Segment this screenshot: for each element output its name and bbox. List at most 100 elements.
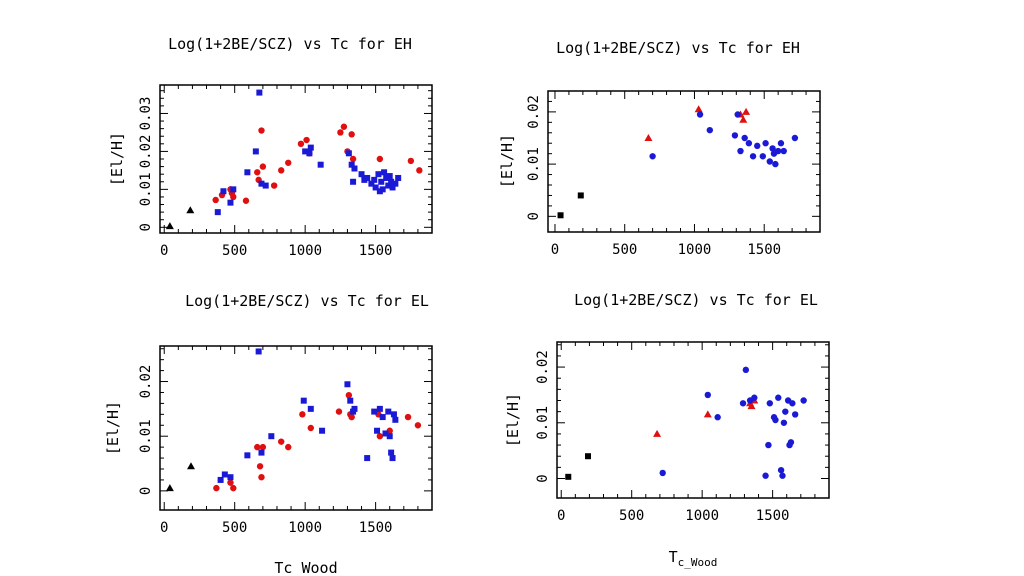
data-point-circle: [741, 134, 748, 142]
chart-title: Log(1+2BE/SCZ) vs Tc for EL: [574, 291, 818, 309]
data-point-circle: [765, 441, 772, 449]
data-point-square: [252, 148, 259, 155]
x-axis-label: Tc_Wood: [669, 548, 718, 569]
data-point-circle: [278, 438, 285, 445]
data-point-square: [368, 180, 375, 187]
data-point-square: [374, 427, 381, 434]
data-point-square: [364, 174, 371, 181]
y-tick-label: 0: [526, 212, 542, 220]
data-point-square: [217, 476, 224, 483]
data-point-square: [371, 408, 378, 415]
plot-frame: [547, 90, 821, 233]
data-point-triangle: [694, 105, 703, 113]
data-point-square: [220, 188, 227, 195]
data-point-square: [382, 430, 389, 437]
data-point-square: [379, 186, 386, 193]
y-axis-label: [El/H]: [104, 401, 122, 455]
chart-panel-1: Log(1+2BE/SCZ) vs Tc for EH 0 500 1000 1500 0…: [108, 35, 433, 259]
chart-panel-3: Log(1+2BE/SCZ) vs Tc for EL 0 500 1000 1500 0…: [104, 292, 433, 576]
data-point-square: [244, 169, 251, 176]
data-point-circle: [769, 145, 776, 152]
data-point-circle: [285, 159, 292, 166]
y-tick-label: 0.01: [526, 147, 542, 181]
data-point-circle: [772, 160, 779, 168]
data-point-square: [386, 173, 393, 180]
data-point-triangle: [165, 484, 174, 492]
data-point-circle: [780, 147, 787, 155]
data-point-circle: [212, 196, 219, 204]
data-point-circle: [775, 394, 782, 401]
y-tick-label: 0: [138, 487, 154, 495]
data-point-square: [214, 209, 221, 216]
data-point-triangle: [644, 134, 653, 141]
data-point-square: [347, 397, 354, 404]
data-point-square: [350, 178, 357, 185]
y-axis-label: [El/H]: [108, 132, 126, 186]
x-tick-label: 1500: [747, 242, 781, 258]
data-point-circle: [649, 153, 656, 160]
data-point-square: [585, 453, 592, 460]
data-point-circle: [348, 131, 355, 138]
data-point-circle: [749, 153, 757, 160]
data-point-circle: [259, 163, 267, 170]
x-tick-label: 1500: [359, 243, 393, 259]
data-point-square: [390, 411, 397, 418]
data-point-circle: [762, 140, 769, 147]
data-point-square: [392, 416, 399, 423]
data-point-triangle: [739, 115, 748, 123]
data-point-square: [378, 178, 385, 185]
data-point-circle: [340, 123, 348, 130]
data-point-circle: [777, 466, 785, 474]
data-point-circle: [759, 153, 767, 160]
chart-title: Log(1+2BE/SCZ) vs Tc for EL: [185, 292, 429, 310]
chart-title: Log(1+2BE/SCZ) vs Tc for EH: [168, 35, 412, 53]
data-point-square: [364, 455, 371, 462]
x-tick-label: 1000: [678, 242, 712, 258]
data-point-square: [255, 348, 262, 355]
data-point-circle: [789, 400, 796, 407]
data-point-circle: [376, 155, 384, 163]
data-point-square: [385, 408, 392, 415]
plot-frame: [556, 341, 830, 499]
data-point-square: [307, 405, 314, 412]
y-axis-label: [El/H]: [498, 134, 516, 188]
x-tick-label: 1500: [756, 508, 790, 524]
data-point-circle: [751, 394, 758, 401]
data-point-circle: [774, 147, 782, 155]
y-axis-label: [El/H]: [504, 393, 522, 447]
data-point-square: [388, 178, 395, 185]
data-point-square: [376, 405, 383, 412]
data-point-circle: [416, 167, 423, 174]
data-point-triangle: [186, 206, 195, 214]
data-point-square: [221, 471, 228, 478]
data-point-circle: [213, 484, 220, 492]
data-point-square: [392, 180, 399, 187]
data-point-triangle: [747, 402, 756, 410]
data-point-circle: [307, 424, 314, 432]
chart-panel-2: Log(1+2BE/SCZ) vs Tc for EH 0 500 1000 1500 0…: [498, 39, 821, 258]
data-point-square: [306, 150, 313, 157]
data-point-circle: [742, 366, 750, 374]
data-point-square: [557, 212, 564, 219]
data-point-circle: [258, 127, 265, 134]
data-point-square: [300, 397, 307, 404]
data-point-circle: [696, 111, 704, 118]
data-point-circle: [349, 155, 357, 163]
x-tick-label: 500: [612, 242, 637, 258]
data-point-circle: [777, 140, 785, 147]
y-tick-label: 0: [138, 223, 154, 231]
data-point-circle: [254, 169, 261, 176]
data-point-square: [230, 186, 237, 193]
data-point-square: [256, 89, 263, 96]
x-tick-label: 0: [557, 508, 565, 524]
data-point-circle: [704, 391, 711, 399]
y-tick-label: 0.02: [138, 365, 154, 399]
x-axis-label: Tc_Wood: [274, 559, 337, 576]
data-point-circle: [285, 443, 292, 451]
data-point-circle: [230, 193, 237, 201]
data-point-square: [319, 427, 326, 434]
data-point-circle: [404, 413, 412, 421]
data-point-circle: [348, 413, 355, 421]
data-point-square: [258, 449, 265, 456]
